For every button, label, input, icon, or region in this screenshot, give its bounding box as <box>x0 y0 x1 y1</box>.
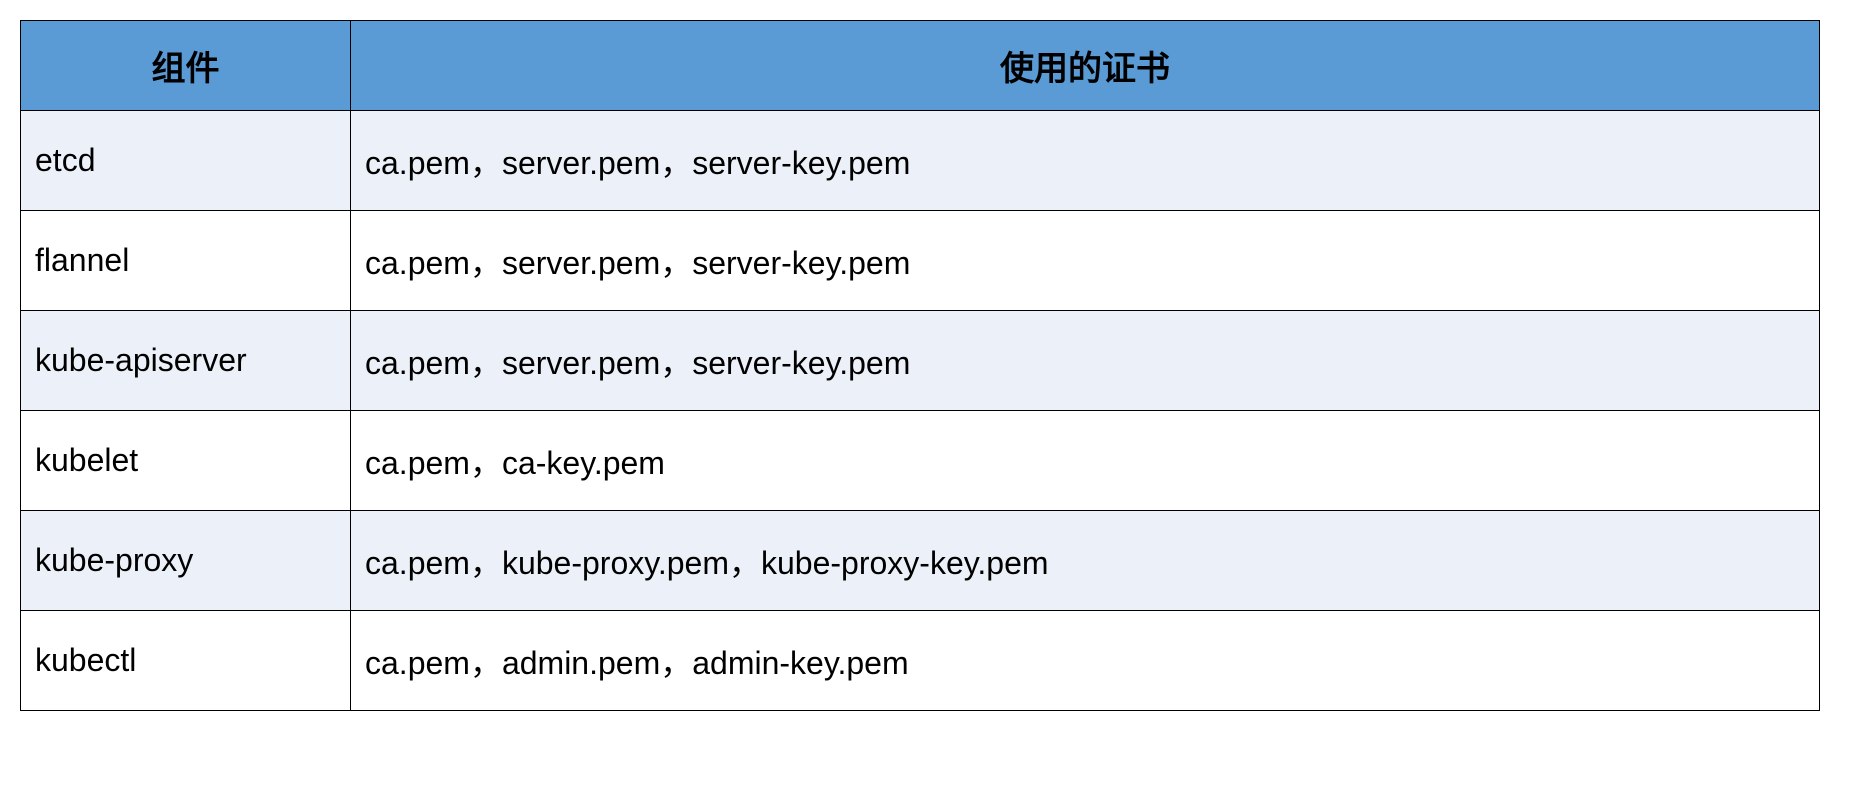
cell-certs: ca.pem，kube-proxy.pem，kube-proxy-key.pem <box>351 511 1820 611</box>
cell-component: kubectl <box>21 611 351 711</box>
cert-table: 组件 使用的证书 etcd ca.pem，server.pem，server-k… <box>20 20 1820 711</box>
cell-certs: ca.pem，server.pem，server-key.pem <box>351 211 1820 311</box>
table-row: kubectl ca.pem，admin.pem，admin-key.pem <box>21 611 1820 711</box>
cell-certs: ca.pem，server.pem，server-key.pem <box>351 311 1820 411</box>
table-row: kube-apiserver ca.pem，server.pem，server-… <box>21 311 1820 411</box>
col-header-certs: 使用的证书 <box>351 21 1820 111</box>
cell-certs: ca.pem，ca-key.pem <box>351 411 1820 511</box>
table-header-row: 组件 使用的证书 <box>21 21 1820 111</box>
table-row: flannel ca.pem，server.pem，server-key.pem <box>21 211 1820 311</box>
cell-component: etcd <box>21 111 351 211</box>
table-row: kube-proxy ca.pem，kube-proxy.pem，kube-pr… <box>21 511 1820 611</box>
cell-component: flannel <box>21 211 351 311</box>
table-row: kubelet ca.pem，ca-key.pem <box>21 411 1820 511</box>
cell-certs: ca.pem，server.pem，server-key.pem <box>351 111 1820 211</box>
cell-component: kubelet <box>21 411 351 511</box>
table-row: etcd ca.pem，server.pem，server-key.pem <box>21 111 1820 211</box>
cell-component: kube-apiserver <box>21 311 351 411</box>
col-header-component: 组件 <box>21 21 351 111</box>
cell-component: kube-proxy <box>21 511 351 611</box>
cell-certs: ca.pem，admin.pem，admin-key.pem <box>351 611 1820 711</box>
